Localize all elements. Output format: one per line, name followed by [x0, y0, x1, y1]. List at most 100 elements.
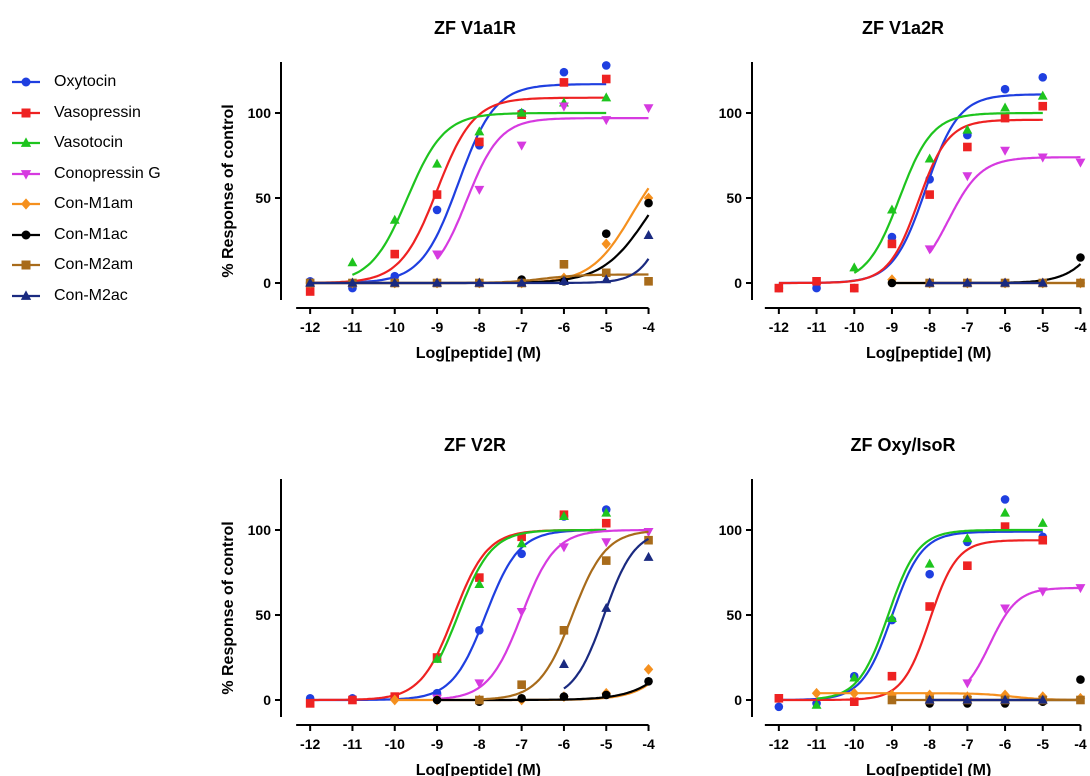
data-point	[812, 283, 821, 293]
legend-item-oxytocin: Oxytocin	[10, 70, 210, 101]
x-tick-label: -5	[600, 319, 613, 335]
x-tick-label: -8	[923, 736, 936, 752]
fit-curve	[816, 692, 1081, 701]
y-axis-label: % Response of control	[220, 521, 237, 694]
data-point	[962, 124, 973, 134]
data-point	[924, 153, 935, 163]
x-tick-label: -12	[769, 319, 789, 335]
fit-curve	[778, 539, 1043, 702]
x-tick-label: -5	[1037, 319, 1050, 335]
chart-title: ZF V2R	[444, 435, 506, 455]
data-point	[559, 692, 569, 701]
y-tick-label: 100	[719, 522, 743, 538]
x-axis-label: Log[peptide] (M)	[866, 345, 991, 362]
x-tick-label: -11	[807, 319, 827, 335]
series-conopressin-g	[962, 584, 1086, 689]
x-tick-label: -4	[642, 319, 655, 335]
x-tick-label: -6	[558, 319, 571, 335]
fit-curve	[310, 96, 607, 284]
data-point	[516, 538, 527, 548]
data-point	[347, 257, 358, 267]
data-point	[887, 204, 897, 214]
fit-curve	[853, 111, 1043, 274]
y-tick-label: 0	[263, 275, 271, 291]
x-tick-label: -10	[844, 736, 864, 752]
legend-marker	[21, 260, 31, 270]
y-tick-label: 50	[726, 607, 742, 623]
data-point	[1038, 101, 1048, 111]
series-con-m2ac	[305, 230, 654, 287]
data-point	[601, 507, 612, 517]
data-point	[1037, 694, 1048, 704]
data-point	[474, 579, 485, 589]
series-con-m2am	[475, 530, 653, 705]
y-tick-label: 0	[734, 692, 742, 708]
series-con-m2ac	[924, 277, 1048, 287]
data-point	[962, 533, 973, 543]
series-vasopressin	[774, 522, 1048, 706]
data-point	[811, 699, 822, 709]
x-tick-label: -11	[343, 736, 363, 752]
data-point	[644, 535, 653, 545]
x-tick-label: -11	[807, 736, 827, 752]
series-vasopressin	[774, 101, 1048, 293]
legend-item-conopressin-g: Conopressin G	[10, 162, 210, 193]
data-point	[390, 271, 400, 281]
legend-item-con-m1am: Con-M1am	[10, 192, 210, 223]
data-point	[601, 92, 612, 102]
data-point	[432, 158, 442, 168]
data-point	[601, 238, 611, 250]
series-conopressin-g	[924, 146, 1086, 255]
x-tick-label: -7	[515, 736, 528, 752]
data-point	[1075, 158, 1086, 168]
data-point	[644, 198, 653, 208]
data-point	[601, 61, 611, 70]
data-point	[305, 277, 316, 287]
data-point	[389, 214, 400, 224]
data-point	[390, 249, 400, 259]
x-tick-label: -6	[999, 736, 1012, 752]
y-tick-label: 50	[255, 190, 271, 206]
y-tick-label: 50	[726, 190, 742, 206]
data-point	[1038, 535, 1048, 545]
data-point	[559, 67, 569, 77]
data-point	[962, 694, 973, 704]
legend-label: Vasotocin	[54, 134, 124, 151]
data-point	[1000, 495, 1010, 504]
data-point	[432, 653, 442, 663]
legend-label: Conopressin G	[54, 164, 161, 182]
data-point	[1000, 146, 1011, 156]
data-point	[432, 190, 442, 199]
x-tick-label: -6	[558, 736, 571, 752]
data-point	[925, 569, 934, 579]
legend-swatch	[12, 230, 40, 239]
legend-label: Con-M2ac	[54, 286, 128, 304]
fit-curve	[928, 156, 1081, 254]
data-point	[305, 699, 315, 708]
fit-curve	[437, 682, 650, 702]
series-oxytocin	[305, 61, 611, 293]
data-point	[474, 185, 485, 195]
x-tick-label: -7	[961, 319, 974, 335]
data-point	[389, 277, 400, 287]
data-point	[812, 277, 821, 286]
fit-curve	[778, 118, 1043, 285]
legend-item-con-m2am: Con-M2am	[10, 253, 210, 284]
data-point	[849, 262, 860, 272]
data-point	[1037, 277, 1048, 287]
legend-marker	[20, 137, 32, 147]
series-con-m1ac	[432, 677, 653, 706]
fit-curve	[479, 530, 649, 701]
fit-curve	[436, 529, 649, 700]
legend-item-vasotocin: Vasotocin	[10, 131, 210, 162]
data-point	[774, 283, 784, 293]
x-tick-label: -12	[300, 736, 320, 752]
data-point	[516, 107, 527, 117]
data-point	[516, 141, 527, 151]
data-point	[601, 518, 611, 528]
data-point	[887, 613, 897, 623]
legend-label: Con-M1ac	[54, 225, 128, 243]
x-tick-label: -7	[961, 736, 974, 752]
data-point	[1000, 604, 1011, 614]
